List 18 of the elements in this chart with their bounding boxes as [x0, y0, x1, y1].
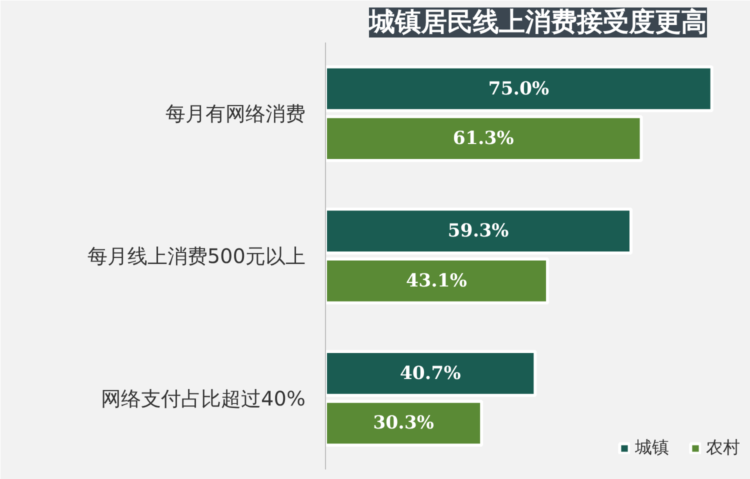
y-tick-label: 每月线上消费500元以上 [87, 244, 306, 268]
legend-label: 城镇 [635, 437, 669, 459]
bar [326, 65, 714, 112]
y-tick-label: 每月有网络消费 [166, 102, 306, 126]
data-label: 30.3% [373, 412, 434, 434]
data-label: 75.0% [488, 78, 550, 100]
chart-title: 城镇居民线上消费接受度更高 [368, 8, 707, 38]
data-label: 40.7% [400, 362, 461, 384]
bar [326, 350, 537, 397]
bar [326, 115, 643, 162]
data-label: 59.3% [448, 220, 509, 242]
data-label: 43.1% [406, 270, 467, 292]
legend-label: 农村 [706, 437, 740, 459]
data-label: 61.3% [452, 128, 514, 150]
bar [326, 400, 484, 447]
y-tick-label: 网络支付占比超过40% [101, 386, 306, 410]
bar [326, 257, 550, 304]
bar [326, 208, 632, 255]
